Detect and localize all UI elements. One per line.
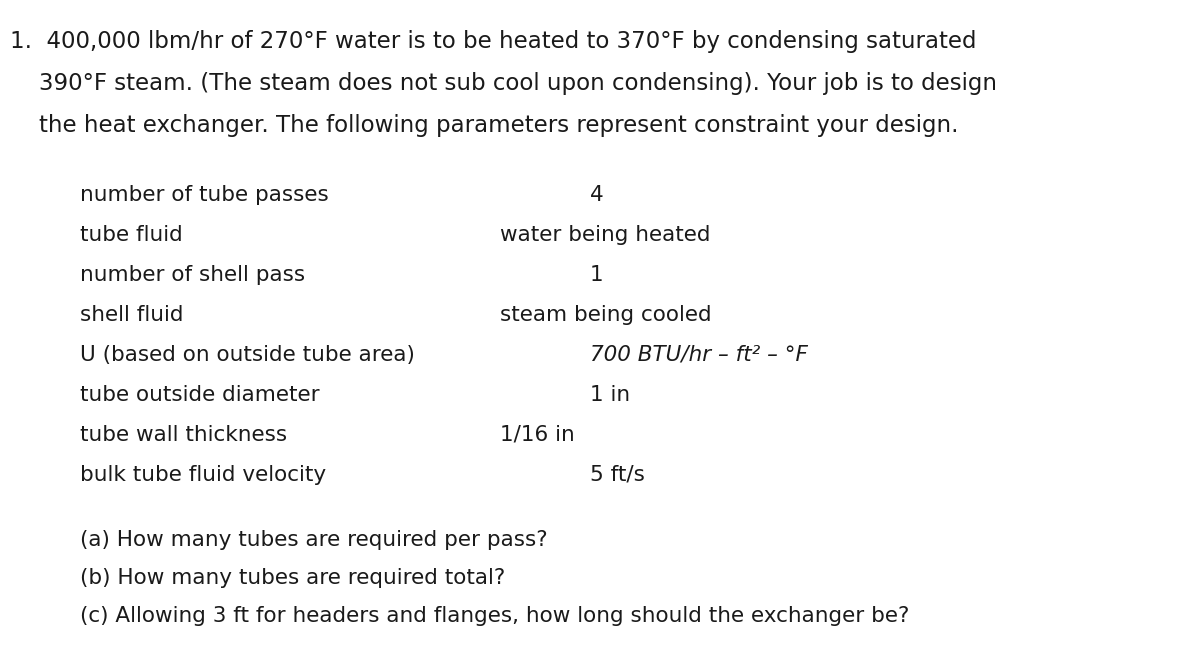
Text: tube wall thickness: tube wall thickness xyxy=(80,425,287,445)
Text: tube outside diameter: tube outside diameter xyxy=(80,385,319,405)
Text: water being heated: water being heated xyxy=(500,225,710,245)
Text: (c) Allowing 3 ft for headers and flanges, how long should the exchanger be?: (c) Allowing 3 ft for headers and flange… xyxy=(80,606,910,626)
Text: number of shell pass: number of shell pass xyxy=(80,265,305,285)
Text: number of tube passes: number of tube passes xyxy=(80,185,329,205)
Text: (a) How many tubes are required per pass?: (a) How many tubes are required per pass… xyxy=(80,530,547,550)
Text: bulk tube fluid velocity: bulk tube fluid velocity xyxy=(80,465,326,485)
Text: (b) How many tubes are required total?: (b) How many tubes are required total? xyxy=(80,568,505,588)
Text: 700 BTU/hr – ft² – °F: 700 BTU/hr – ft² – °F xyxy=(590,345,808,365)
Text: 390°F steam. (The steam does not sub cool upon condensing). Your job is to desig: 390°F steam. (The steam does not sub coo… xyxy=(10,72,997,95)
Text: U (based on outside tube area): U (based on outside tube area) xyxy=(80,345,415,365)
Text: 1 in: 1 in xyxy=(590,385,630,405)
Text: 1.  400,000 lbm/hr of 270°F water is to be heated to 370°F by condensing saturat: 1. 400,000 lbm/hr of 270°F water is to b… xyxy=(10,30,977,53)
Text: shell fluid: shell fluid xyxy=(80,305,184,325)
Text: 5 ft/s: 5 ft/s xyxy=(590,465,644,485)
Text: steam being cooled: steam being cooled xyxy=(500,305,712,325)
Text: the heat exchanger. The following parameters represent constraint your design.: the heat exchanger. The following parame… xyxy=(10,114,959,137)
Text: 1/16 in: 1/16 in xyxy=(500,425,575,445)
Text: 4: 4 xyxy=(590,185,604,205)
Text: tube fluid: tube fluid xyxy=(80,225,182,245)
Text: 1: 1 xyxy=(590,265,604,285)
